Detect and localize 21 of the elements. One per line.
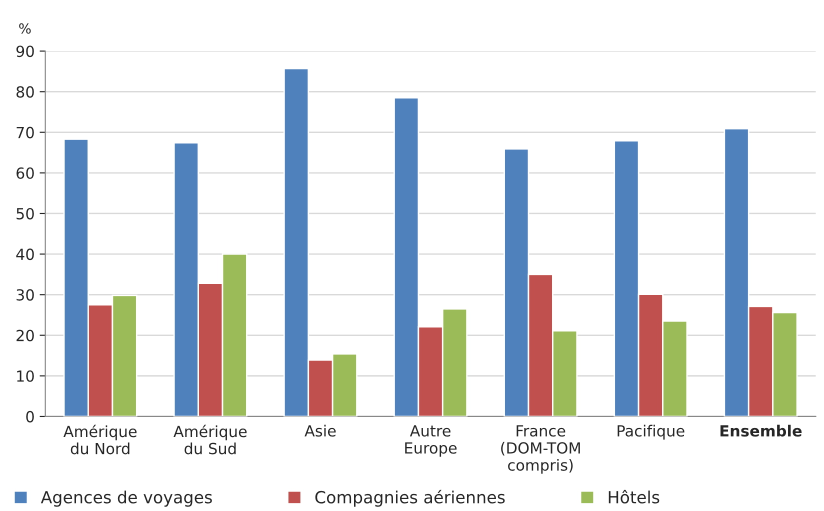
y-tick-label: 50	[16, 208, 34, 220]
y-tick-label: 60	[16, 167, 34, 179]
y-tick-label: 20	[16, 330, 34, 342]
y-tick-label: 70	[16, 126, 34, 138]
x-tick-label: Pacifique	[618, 424, 684, 440]
x-tick-label: Autre Europe	[405, 425, 457, 457]
y-tick-label: 90	[16, 46, 34, 58]
y-tick-label: 0	[26, 410, 34, 422]
y-tick-label: 40	[16, 248, 34, 260]
x-tick-label: France (DOM-TOM compris)	[501, 425, 580, 474]
legend-label: Hôtels	[608, 490, 660, 504]
y-tick-label: 10	[17, 370, 34, 382]
y-tick-label: 80	[16, 86, 34, 98]
legend-label: Agences de voyages	[40, 490, 212, 507]
x-tick-label: Amérique du Nord	[63, 424, 137, 454]
legend-label: Compagnies aériennes	[315, 490, 505, 507]
x-tick-label: Ensemble	[720, 424, 802, 437]
y-tick-label: 30	[16, 289, 34, 301]
x-tick-label: Asie	[304, 424, 336, 437]
y-axis-title: %	[19, 23, 31, 34]
x-tick-label: Amérique du Sud	[174, 424, 247, 454]
